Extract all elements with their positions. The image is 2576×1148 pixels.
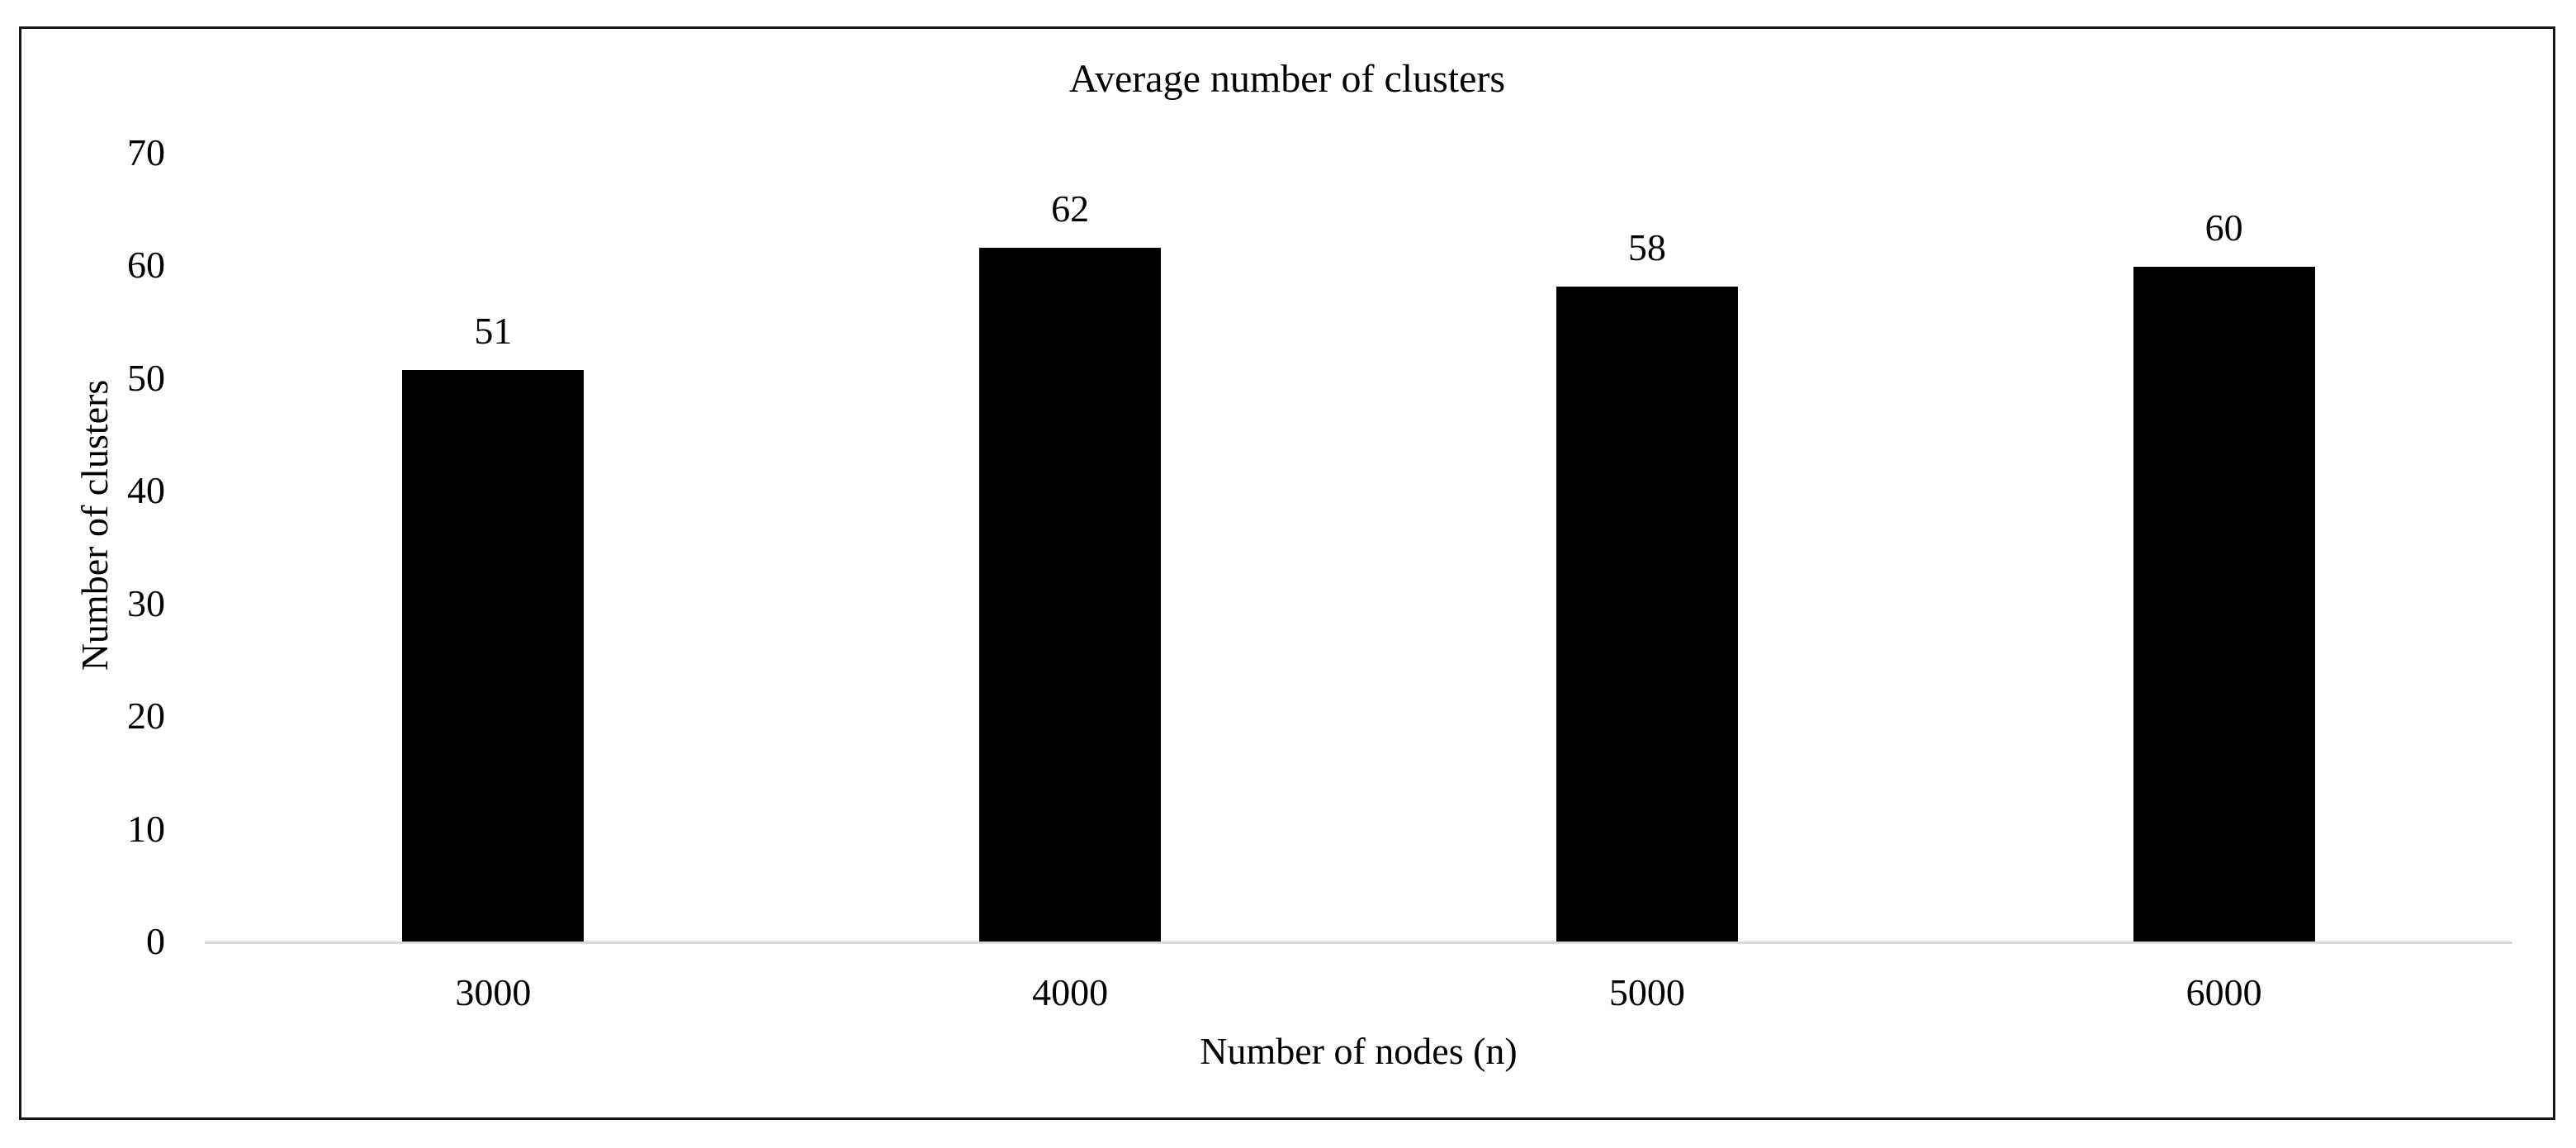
bar-value-label: 51	[474, 310, 513, 353]
y-tick-label: 10	[127, 807, 165, 850]
x-tick-label: 3000	[455, 971, 532, 1013]
chart-title: Average number of clusters	[1068, 57, 1506, 101]
y-tick-label: 60	[127, 244, 165, 287]
y-tick-label: 50	[127, 356, 165, 399]
bar-value-label: 62	[1051, 187, 1090, 230]
x-axis-line	[205, 942, 2512, 944]
y-tick-label: 20	[127, 695, 165, 738]
y-tick-label: 30	[127, 581, 165, 624]
plot-area: 51 62 58 60	[205, 153, 2512, 944]
bar-4000	[979, 247, 1162, 942]
x-tick-label: 6000	[2185, 971, 2262, 1013]
bar-value-label: 60	[2204, 206, 2243, 249]
bar-value-label: 58	[1627, 226, 1666, 269]
x-tick-label: 4000	[1032, 971, 1109, 1013]
bar-3000	[402, 370, 585, 942]
y-tick-label: 70	[127, 131, 165, 173]
bar-6000	[2133, 266, 2315, 942]
x-axis-title: Number of nodes (n)	[1200, 1030, 1518, 1072]
y-tick-label: 40	[127, 469, 165, 512]
x-tick-label: 5000	[1608, 971, 1685, 1013]
chart-frame: Average number of clusters Number of clu…	[19, 26, 2555, 1120]
bar-5000	[1556, 287, 1738, 942]
y-tick-label: 0	[146, 920, 165, 962]
